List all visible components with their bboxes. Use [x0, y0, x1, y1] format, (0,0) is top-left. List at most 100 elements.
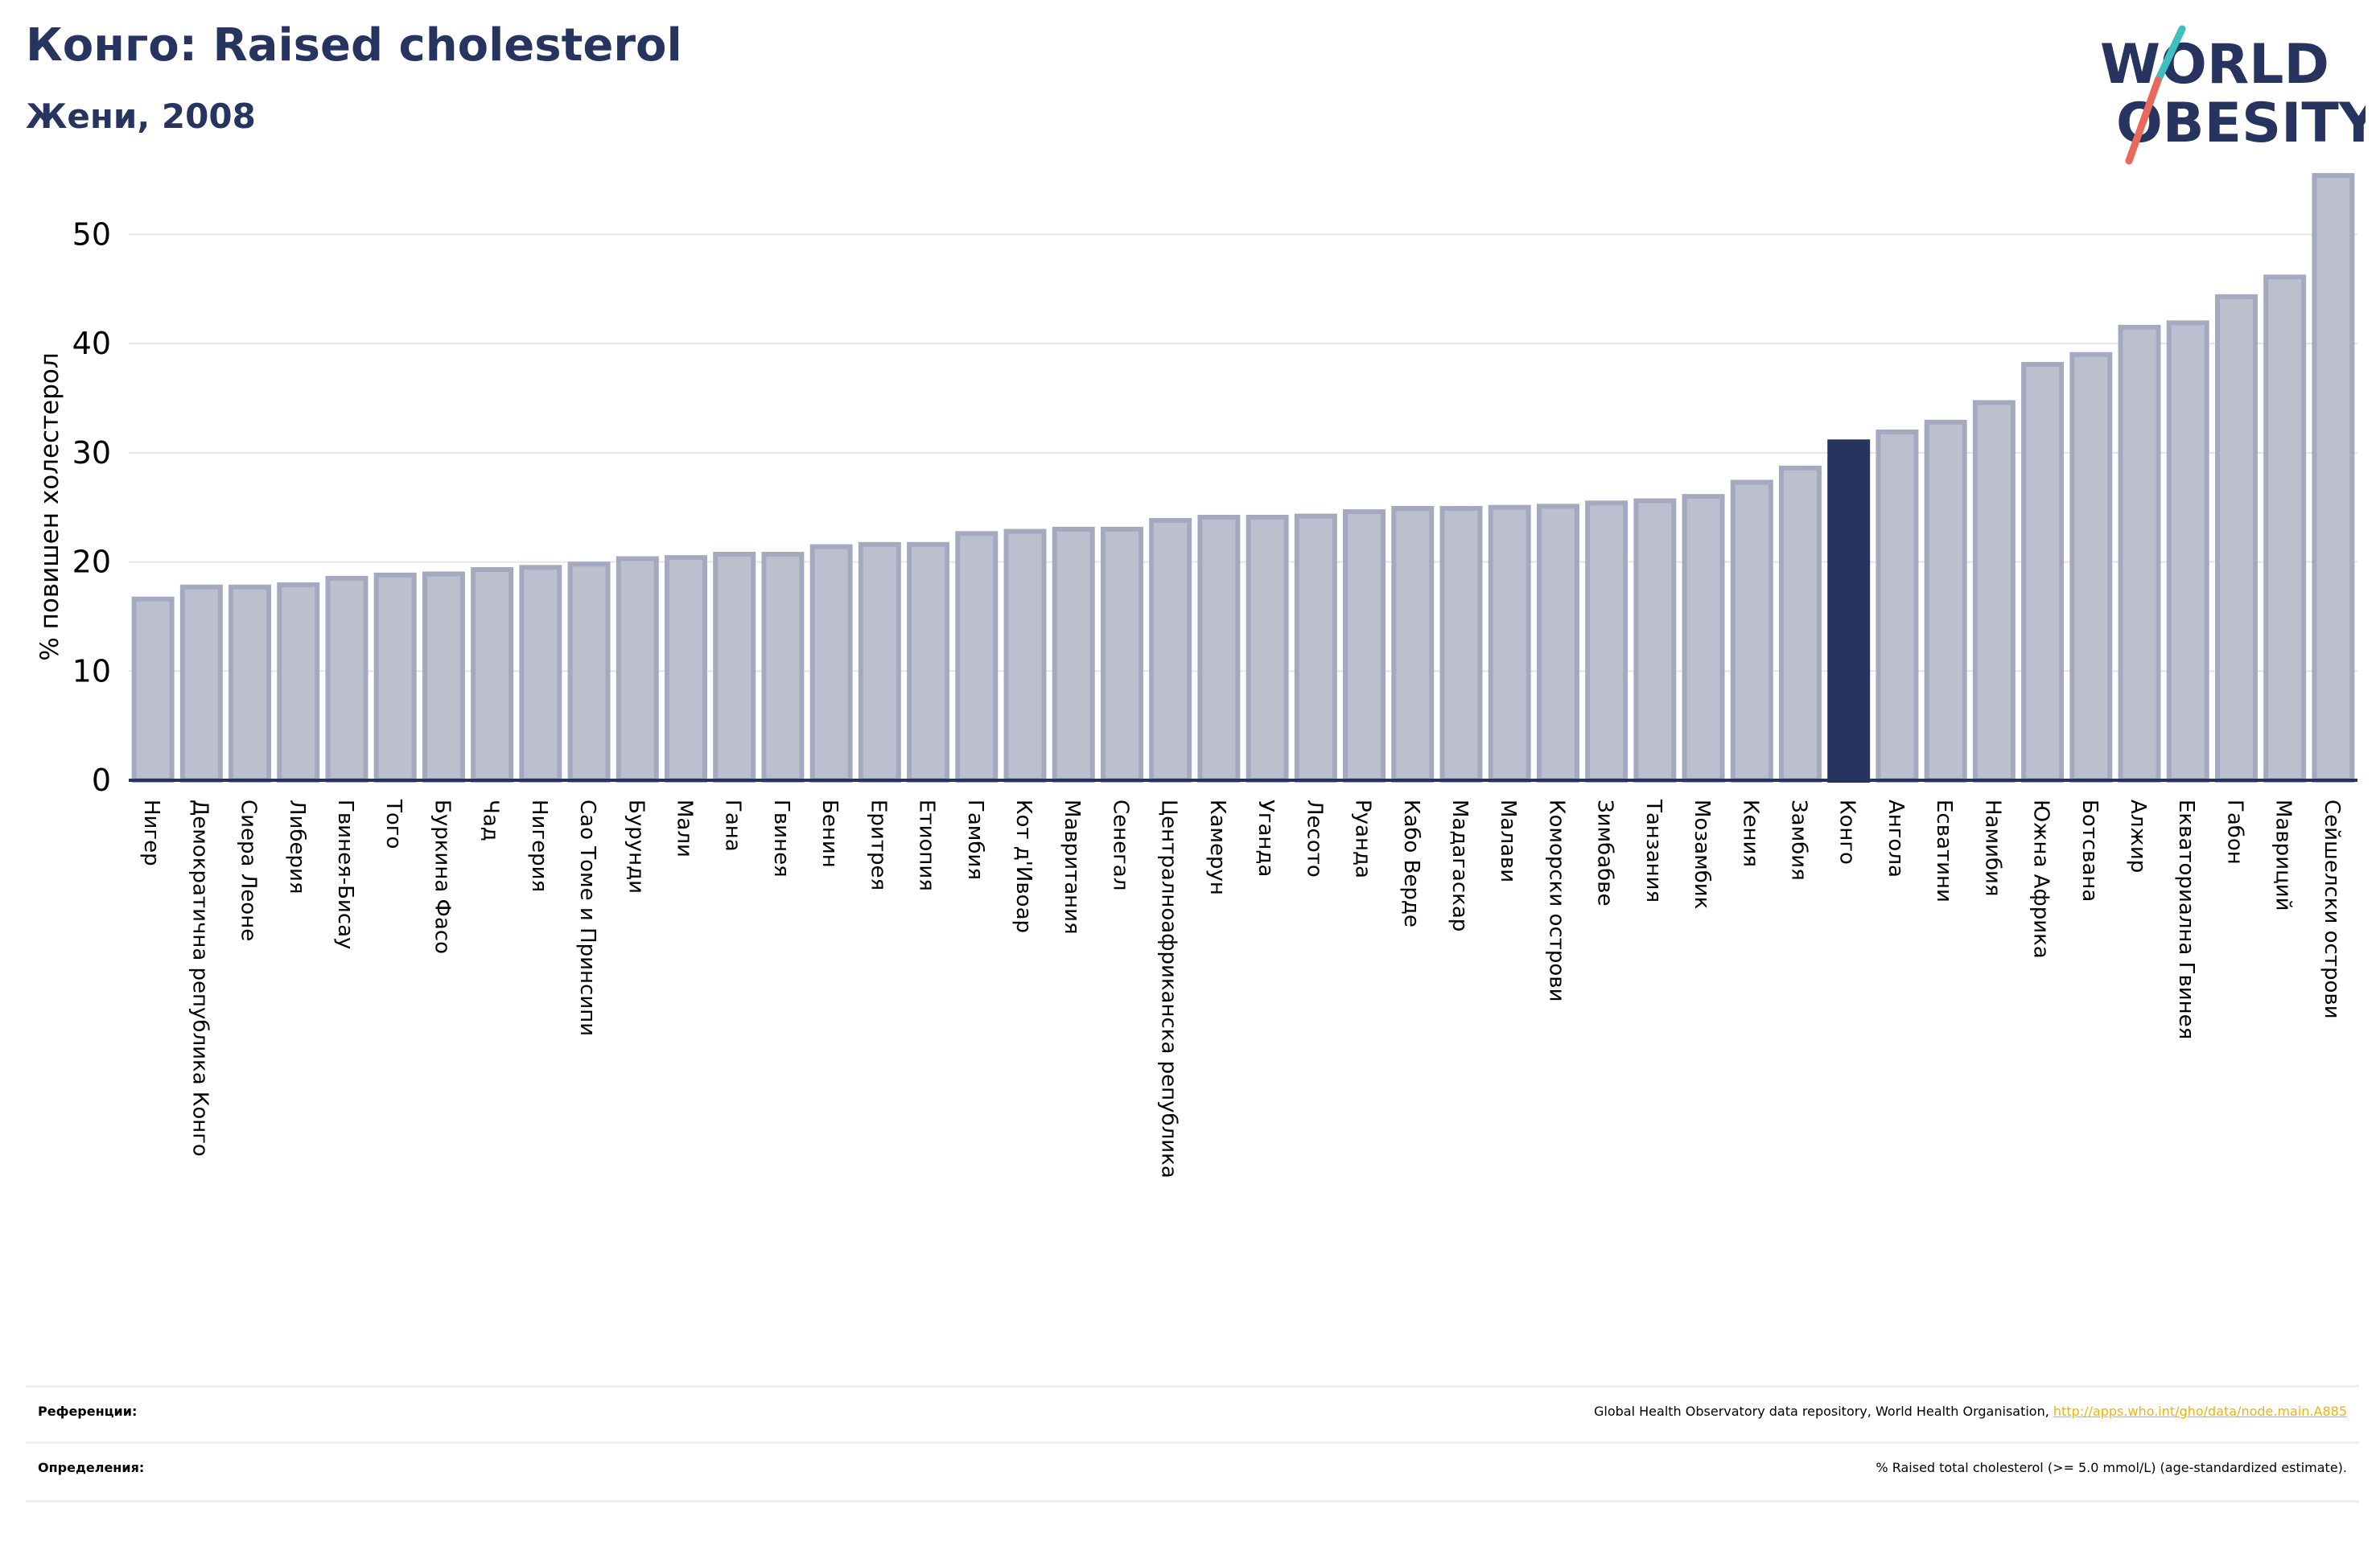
- bar: [713, 552, 756, 783]
- x-tick-label: Демократична република Конго: [187, 800, 212, 1157]
- bar: [422, 571, 465, 783]
- x-tick-label: Сейшелски острови: [2320, 800, 2344, 1019]
- bar: [809, 544, 853, 783]
- bar: [471, 567, 514, 783]
- bar: [2118, 324, 2161, 783]
- x-tick-label: Сиера Леоне: [237, 800, 261, 941]
- x-tick-label: Гвинея-Бисау: [333, 800, 357, 949]
- bar: [277, 582, 320, 783]
- references-row: Референции: Global Health Observatory da…: [26, 1385, 2359, 1444]
- x-tick-label: Ангола: [1884, 800, 1908, 878]
- bar: [665, 555, 707, 783]
- bar: [2263, 274, 2307, 783]
- x-tick-label: Етиопия: [915, 800, 939, 891]
- bar: [2312, 173, 2355, 783]
- bar: [1682, 494, 1725, 783]
- bar: [1149, 518, 1192, 783]
- bar: [2021, 361, 2065, 783]
- bar: [1052, 526, 1095, 783]
- bar: [131, 596, 175, 783]
- x-tick-label: Ботсвана: [2077, 800, 2102, 902]
- references-label: Референции:: [38, 1404, 138, 1419]
- x-tick-label: Мадагаскар: [1447, 800, 1472, 931]
- y-tick-label: 30: [72, 435, 111, 471]
- x-tick-label: Есватини: [1932, 800, 1956, 903]
- y-tick-label: 50: [72, 216, 111, 252]
- bar: [616, 556, 659, 783]
- logo-line2: OBESITY: [2116, 92, 2366, 155]
- bar: [1294, 513, 1337, 783]
- x-tick-label: Кот д'Ивоар: [1011, 800, 1036, 933]
- x-tick-label: Еритрея: [866, 800, 890, 890]
- x-tick-label: Сенегал: [1108, 800, 1132, 890]
- bar: [1972, 400, 2016, 783]
- logo-slash-bottom: [2125, 76, 2162, 165]
- x-tick-label: Мозамбик: [1690, 800, 1714, 909]
- y-tick-label: 10: [72, 653, 111, 689]
- x-tick-label: Бенин: [817, 800, 842, 868]
- x-tick-label: Мавритания: [1060, 800, 1084, 935]
- x-tick-label: Екваториална Гвинея: [2174, 800, 2198, 1039]
- x-tick-label: Лесото: [1302, 800, 1326, 878]
- bar: [1246, 514, 1289, 783]
- bar: [1391, 506, 1435, 783]
- x-tick-label: Гвинея: [769, 800, 793, 878]
- x-tick-label: Габон: [2222, 800, 2246, 865]
- x-tick-label: Сао Томе и Принсипи: [575, 800, 599, 1036]
- bar: [229, 584, 272, 783]
- x-tick-label: Мавриций: [2271, 800, 2296, 911]
- x-tick-label: Гамбия: [963, 800, 987, 880]
- x-tick-label: Замбия: [1787, 800, 1811, 881]
- references-link[interactable]: http://apps.who.int/gho/data/node.main.A…: [2053, 1404, 2347, 1419]
- bar: [1003, 528, 1047, 783]
- y-tick-label: 40: [72, 326, 111, 361]
- x-tick-label: Танзания: [1641, 799, 1666, 903]
- y-tick-layer: 0 10 20 30 40 50: [72, 216, 111, 798]
- x-tick-label: Буркина Фасо: [430, 800, 454, 954]
- x-tick-label: Уганда: [1254, 800, 1278, 877]
- bar: [373, 572, 417, 783]
- bar: [519, 565, 562, 783]
- y-tick-label: 20: [72, 545, 111, 580]
- references-text: Global Health Observatory data repositor…: [1594, 1404, 2053, 1419]
- bar: [955, 531, 999, 783]
- x-tick-label: Коморски острови: [1544, 800, 1568, 1002]
- chart-subtitle: Жени, 2008: [26, 97, 256, 136]
- bar: [1633, 498, 1677, 783]
- bar: [1827, 439, 1871, 783]
- x-tick-label: Кения: [1738, 800, 1762, 867]
- x-tick-label: Того: [381, 799, 406, 849]
- x-tick-label: Малави: [1496, 800, 1520, 882]
- chart-title: Конго: Raised cholesterol: [26, 19, 682, 72]
- bar: [2166, 320, 2209, 783]
- references-value: Global Health Observatory data repositor…: [1594, 1404, 2347, 1419]
- bar: [1730, 479, 1773, 783]
- world-obesity-logo: WORLD OBESITY: [2100, 25, 2366, 165]
- definitions-label: Определения:: [38, 1460, 145, 1475]
- bar: [1100, 526, 1143, 783]
- bar: [1779, 465, 1822, 783]
- logo-line1: WORLD: [2100, 33, 2329, 97]
- bar-chart: 0 10 20 30 40 50 Нигер Демократична република …: [35, 173, 2357, 1178]
- bar: [1585, 500, 1629, 783]
- bar-layer: [131, 173, 2355, 783]
- x-tick-label: Нигер: [139, 800, 163, 866]
- logo-slash-top: [2154, 25, 2186, 84]
- bar: [325, 575, 369, 783]
- bar: [567, 561, 611, 783]
- bar: [1536, 504, 1579, 783]
- bar: [1924, 419, 1967, 783]
- y-tick-label: 0: [92, 763, 111, 798]
- x-tick-label: Конго: [1835, 800, 1859, 865]
- bar: [858, 541, 901, 783]
- x-tick-label: Либерия: [285, 800, 309, 894]
- bar: [1439, 506, 1483, 783]
- definitions-row: Определения: % Raised total cholesterol …: [26, 1441, 2359, 1503]
- bar: [2214, 294, 2258, 783]
- x-tick-label: Мали: [673, 800, 697, 857]
- x-tick-label: Зимбабве: [1593, 800, 1617, 907]
- bar: [761, 552, 805, 783]
- x-tick-label: Камерун: [1205, 800, 1229, 895]
- x-tick-label: Намибия: [1980, 800, 2004, 897]
- bar: [1488, 504, 1531, 783]
